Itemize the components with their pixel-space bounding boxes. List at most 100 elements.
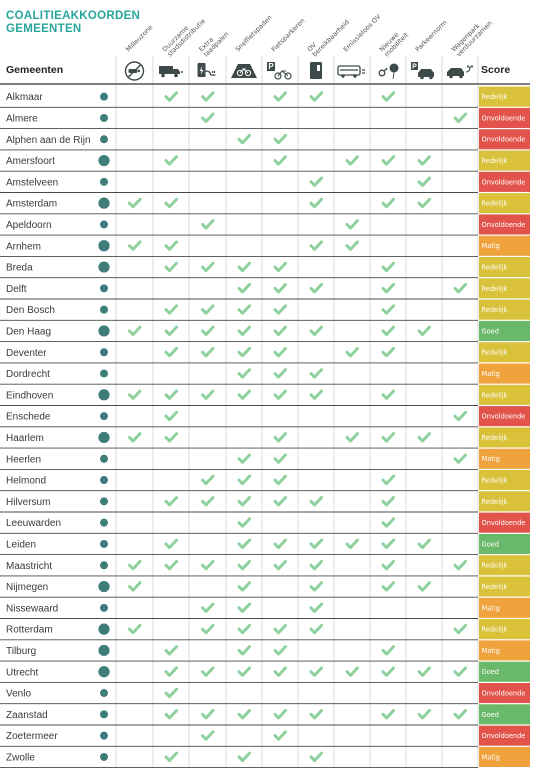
check-mark [164,645,178,656]
check-mark [345,432,359,443]
score-label: Redelijk [482,391,508,399]
score-cell [479,299,530,320]
check-mark [273,304,287,315]
check-mark [201,623,215,635]
size-dot [98,623,110,635]
check-mark [381,538,395,550]
score-cell [479,171,530,192]
score-cell [479,86,530,107]
municipality-name: Enschede [6,412,51,423]
municipality-name: Hilversum [6,497,50,508]
check-mark [273,155,287,166]
table-row: Leeuwarden Onvoldoende [0,512,530,534]
category-label-9: Parkeernorm [414,19,449,54]
check-mark [201,91,215,102]
check-mark [273,325,287,337]
check-mark [237,283,251,294]
check-mark [164,538,178,550]
table-row: Utrecht Goed [0,661,530,683]
icon-window [317,65,320,71]
size-dot [100,220,108,229]
table-row: Den Bosch Redelijk [0,299,530,321]
table-row: Helmond Redelijk [0,470,530,492]
check-mark [309,666,323,677]
category-label-line: Milieuzone [124,23,154,53]
municipality-name: Eindhoven [6,390,53,401]
check-mark [345,346,359,358]
municipality-name: Utrecht [6,667,38,678]
check-mark [201,559,215,571]
check-mark [201,219,215,230]
size-dot [98,240,110,252]
check-mark [345,240,359,251]
score-label: Redelijk [482,93,508,101]
check-mark [381,496,395,507]
category-label-line: Parkeernorm [414,19,449,54]
table-row: Eindhoven Redelijk [0,384,530,406]
check-mark [201,474,215,486]
check-mark [381,389,395,400]
score-label: Goed [482,668,499,676]
score-cell [479,129,530,150]
icon-p-sign [267,62,275,71]
score-label: Onvoldoende [482,114,526,122]
check-mark [381,666,395,677]
table-row: Nijmegen Redelijk [0,576,530,598]
check-mark [381,197,395,209]
municipality-name: Zaanstad [6,710,48,721]
municipality-name: Nijmegen [6,582,48,593]
check-mark [417,709,431,720]
check-mark [164,304,178,315]
check-mark [309,368,323,379]
size-dot [100,135,108,144]
check-mark [273,91,287,102]
check-mark [417,197,431,209]
check-mark [453,666,467,677]
table-row: Amsterdam Redelijk [0,193,530,215]
size-dot [100,518,108,527]
check-mark [417,581,431,592]
check-mark [381,559,395,571]
check-mark [237,325,251,337]
category-label-1: Milieuzone [124,23,154,53]
size-dot [100,710,108,719]
size-dot [98,261,110,273]
size-dot [100,476,108,485]
electric-car-icon [447,65,473,79]
size-dot [100,689,108,698]
score-label: Goed [482,540,499,548]
check-mark [201,261,215,273]
parked-car-icon: P [411,62,434,80]
check-mark [417,155,431,166]
check-mark [237,623,251,635]
table-row: Amstelveen Onvoldoende [0,171,530,193]
check-mark [237,581,251,592]
check-mark [273,496,287,507]
check-mark [201,389,215,400]
check-mark [381,709,395,720]
icon-wheel [244,69,252,77]
check-mark [128,623,142,635]
check-mark [237,453,251,464]
size-dot [100,539,108,548]
icon-key-ring [378,69,386,77]
size-dot [100,731,108,740]
check-mark [164,709,178,720]
icon-door [310,62,322,79]
municipality-name: Amsterdam [6,199,57,210]
check-mark [201,709,215,720]
size-dot [98,389,110,401]
icon-plug [362,69,365,74]
score-cell [479,363,530,384]
size-dot [98,325,110,337]
score-cell [479,746,530,767]
check-mark [309,538,323,550]
municipality-name: Amstelveen [6,177,58,188]
check-mark [273,283,287,294]
check-mark [237,496,251,507]
municipality-name: Zoetermeer [6,731,58,742]
check-mark [164,389,178,400]
check-mark [237,389,251,400]
check-mark [309,581,323,592]
